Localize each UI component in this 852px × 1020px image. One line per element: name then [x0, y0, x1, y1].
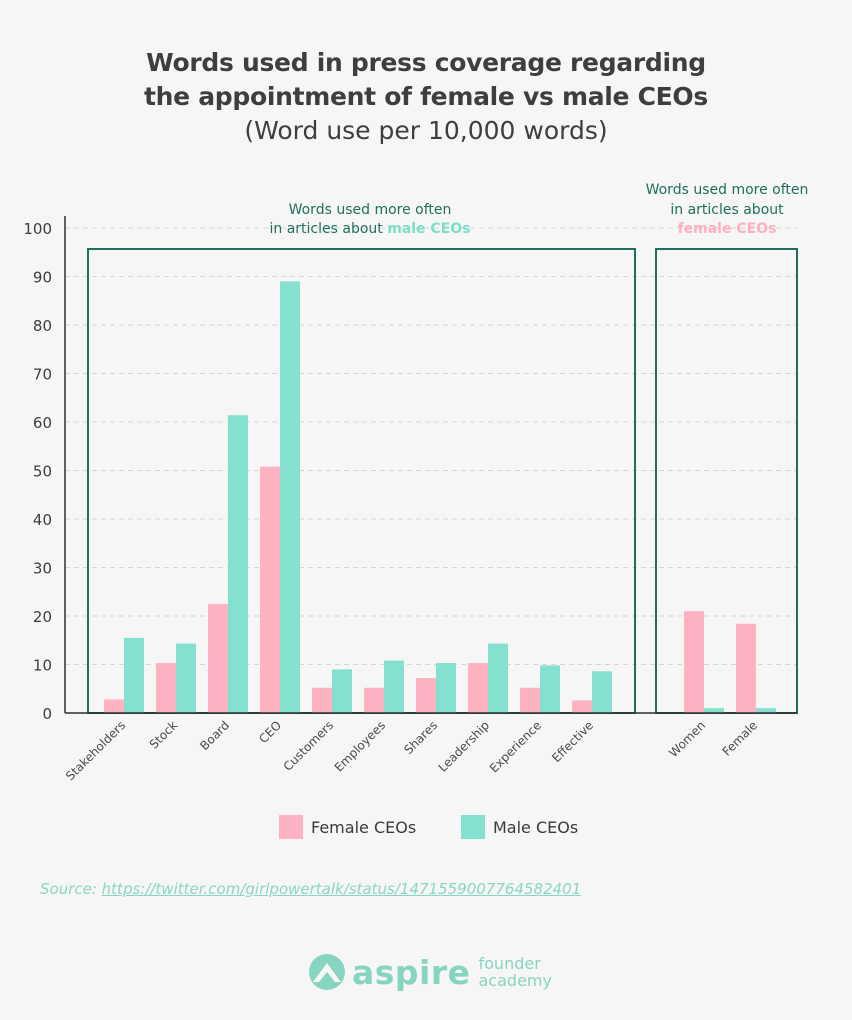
bar-male-employees: [384, 660, 404, 713]
group-frame-male: [87, 248, 636, 714]
chart-title-line1: Words used in press coverage regarding: [146, 48, 706, 77]
bar-male-stakeholders: [124, 637, 144, 713]
bar-male-effective: [592, 671, 612, 713]
bar-male-women: [704, 708, 724, 713]
bar-female-customers: [312, 687, 332, 713]
chart-subtitle: (Word use per 10,000 words): [244, 116, 608, 145]
x-tick-label: Shares: [401, 718, 440, 757]
y-tick-label: 90: [33, 269, 52, 287]
y-tick-label: 20: [33, 608, 52, 626]
bar-female-stakeholders: [104, 699, 124, 713]
legend-female-swatch: [279, 815, 303, 839]
x-tick-label: Stock: [147, 718, 180, 751]
bar-male-female: [756, 708, 776, 713]
y-tick-label: 80: [33, 317, 52, 335]
bar-female-women: [684, 611, 704, 713]
group-frame-female: [655, 248, 798, 714]
legend-female-label: Female CEOs: [311, 817, 417, 837]
y-tick-label: 50: [33, 463, 52, 481]
brand-sub: founder academy: [479, 955, 552, 989]
brand-logo: aspire founder academy: [308, 950, 552, 994]
bar-female-experience: [520, 687, 540, 713]
x-tick-label: Board: [197, 718, 232, 753]
chart-title-line2: the appointment of female vs male CEOs: [144, 82, 708, 111]
bar-female-effective: [572, 700, 592, 713]
bar-male-leadership: [488, 643, 508, 713]
group-annotation-female-line3: female CEOs: [678, 221, 777, 237]
x-tick-label: Effective: [549, 718, 596, 765]
legend-female: Female CEOs: [279, 814, 416, 840]
group-annotation-female-line2: in articles about: [670, 202, 784, 218]
bar-female-board: [208, 603, 228, 713]
legend-male-label: Male CEOs: [493, 817, 579, 837]
brand-sub-founder: founder: [478, 954, 541, 973]
bar-male-shares: [436, 663, 456, 713]
y-tick-label: 70: [33, 366, 52, 384]
bar-male-stock: [176, 643, 196, 713]
y-tick-label: 0: [42, 705, 52, 723]
bar-male-board: [228, 415, 248, 713]
legend-male: Male CEOs: [461, 814, 578, 840]
bar-female-female: [736, 623, 756, 713]
bar-female-employees: [364, 687, 384, 713]
group-annotation-male-line1: Words used more often: [289, 202, 452, 218]
bar-female-leadership: [468, 663, 488, 713]
group-annotation-female-line1: Words used more often: [646, 182, 809, 198]
group-annotation-male-line2: in articles about male CEOs: [270, 221, 471, 237]
y-tick-label: 60: [33, 414, 52, 432]
mountain-icon: [309, 954, 345, 990]
y-tick-label: 100: [23, 220, 52, 238]
bar-female-ceo: [260, 466, 280, 713]
brand-sub-academy: academy: [478, 971, 552, 990]
bar-female-shares: [416, 678, 436, 713]
bar-male-ceo: [280, 281, 300, 713]
x-tick-label: Stakeholders: [63, 718, 128, 783]
source-note: Source: https://twitter.com/girlpowertal…: [40, 880, 581, 898]
x-tick-label: Female: [720, 718, 761, 759]
bar-female-stock: [156, 663, 176, 713]
x-tick-label: Women: [666, 718, 708, 760]
source-prefix: Source:: [40, 880, 102, 898]
x-tick-label: CEO: [256, 718, 284, 746]
y-tick-label: 30: [33, 560, 52, 578]
y-tick-label: 40: [33, 511, 52, 529]
bar-male-customers: [332, 669, 352, 713]
x-tick-label: Customers: [281, 718, 337, 774]
source-link[interactable]: https://twitter.com/girlpowertalk/status…: [101, 880, 582, 898]
bar-male-experience: [540, 665, 560, 713]
bar-chart: 0 10 20 30 40 50 60 70 80 90 100 Stakeholders Stock B…: [23, 182, 809, 783]
x-tick-label: Experience: [487, 718, 544, 775]
y-tick-label: 10: [33, 657, 52, 675]
brand-word: aspire: [352, 952, 471, 992]
legend-male-swatch: [461, 815, 485, 839]
x-tick-label: Employees: [332, 718, 388, 774]
x-tick-label: Leadership: [436, 718, 493, 775]
